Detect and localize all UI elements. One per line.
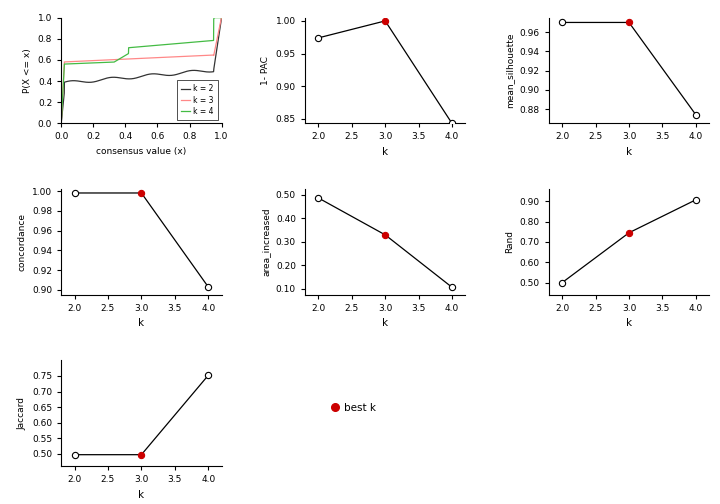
k = 4 (57, 120, 66, 127)
X-axis label: consensus value (x): consensus value (x) (96, 147, 186, 156)
Y-axis label: Jaccard: Jaccard (17, 397, 27, 430)
k = 3 (57, 120, 66, 127)
k = 2 (127, 76, 136, 82)
k = 4 (182, 40, 191, 46)
X-axis label: k: k (138, 490, 145, 500)
Legend: k = 2, k = 3, k = 4: k = 2, k = 3, k = 4 (177, 81, 217, 119)
Line: k = 2: k = 2 (61, 18, 222, 123)
k = 3 (182, 53, 191, 59)
X-axis label: k: k (626, 319, 632, 329)
X-axis label: k: k (138, 319, 145, 329)
Y-axis label: P(X <= x): P(X <= x) (23, 48, 32, 93)
k = 3 (122, 56, 130, 62)
k = 2 (57, 120, 66, 127)
k = 4 (210, 15, 219, 21)
k = 3 (73, 58, 82, 65)
k = 2 (185, 68, 194, 74)
X-axis label: k: k (382, 319, 388, 329)
Y-axis label: area_increased: area_increased (261, 208, 270, 276)
Line: k = 4: k = 4 (61, 18, 222, 123)
k = 3 (127, 56, 136, 62)
k = 3 (217, 15, 226, 21)
Line: k = 3: k = 3 (61, 18, 222, 123)
k = 4 (185, 39, 194, 45)
k = 2 (122, 76, 130, 82)
Y-axis label: mean_silhouette: mean_silhouette (505, 33, 514, 108)
Y-axis label: concordance: concordance (17, 213, 27, 271)
k = 2 (167, 73, 176, 79)
k = 3 (217, 15, 226, 21)
Y-axis label: 1- PAC: 1- PAC (261, 56, 270, 85)
k = 2 (217, 15, 226, 21)
X-axis label: k: k (626, 147, 632, 157)
k = 2 (182, 69, 191, 75)
k = 4 (127, 44, 136, 50)
k = 4 (217, 15, 226, 21)
Y-axis label: Rand: Rand (505, 230, 514, 254)
Legend: best k: best k (326, 399, 380, 417)
k = 4 (73, 60, 82, 67)
k = 4 (167, 41, 176, 47)
k = 3 (185, 53, 194, 59)
X-axis label: k: k (382, 147, 388, 157)
k = 4 (122, 52, 130, 58)
k = 3 (167, 54, 176, 60)
k = 2 (73, 78, 82, 84)
